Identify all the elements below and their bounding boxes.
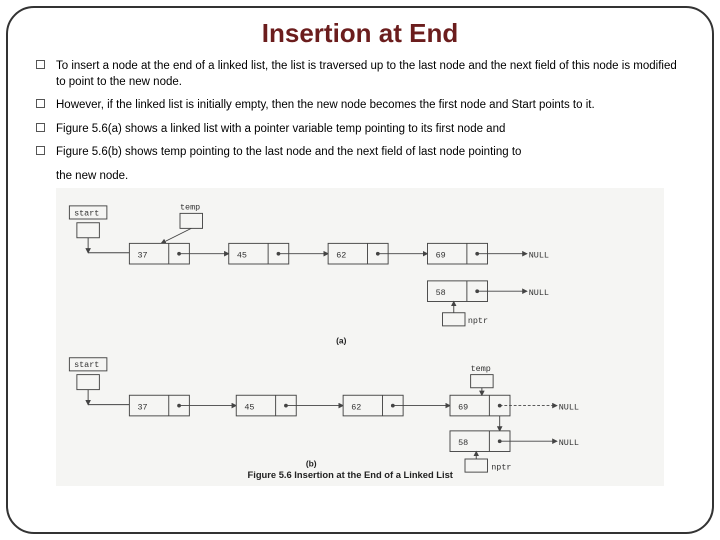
- label-null-b2: NULL: [559, 438, 579, 448]
- node-value: 62: [336, 251, 346, 261]
- label-temp-a: temp: [180, 203, 200, 213]
- slide-content: Insertion at End To insert a node at the…: [14, 10, 706, 486]
- bullet-text: Figure 5.6(a) shows a linked list with a…: [56, 123, 505, 135]
- bullet-item: To insert a node at the end of a linked …: [36, 59, 684, 90]
- node-a-1: 45: [229, 243, 328, 264]
- node-a-3: 69: [428, 243, 527, 264]
- bullet-text: To insert a node at the end of a linked …: [56, 60, 677, 88]
- figure-caption: Figure 5.6 Insertion at the End of a Lin…: [248, 470, 453, 480]
- node-b-0: 37: [129, 395, 236, 416]
- trailing-text: the new node.: [56, 169, 684, 185]
- label-start-a: start: [74, 208, 99, 218]
- bullet-marker-icon: [36, 99, 45, 108]
- bullet-list: To insert a node at the end of a linked …: [36, 59, 684, 161]
- node-value: 69: [458, 402, 468, 412]
- bullet-text: However, if the linked list is initially…: [56, 99, 595, 111]
- label-null-a1: NULL: [529, 251, 549, 261]
- label-temp-b: temp: [471, 364, 491, 374]
- bullet-item: However, if the linked list is initially…: [36, 98, 684, 114]
- node-b-1: 45: [236, 395, 343, 416]
- node-b-2: 62: [343, 395, 450, 416]
- node-value: 45: [237, 251, 247, 261]
- node-value: 37: [137, 402, 147, 412]
- node-value: 62: [351, 402, 361, 412]
- bullet-item: Figure 5.6(b) shows temp pointing to the…: [36, 145, 684, 161]
- bullet-marker-icon: [36, 146, 45, 155]
- label-nptr-b: nptr: [491, 462, 511, 472]
- node-b-new: 58: [450, 431, 557, 452]
- node-b-3: 69: [450, 395, 557, 416]
- bullet-marker-icon: [36, 60, 45, 69]
- sub-caption-b: (b): [306, 459, 317, 469]
- linked-list-svg: start temp 37: [60, 194, 660, 484]
- node-a-0: 37: [129, 243, 228, 264]
- node-a-2: 62: [328, 243, 427, 264]
- label-start-b: start: [74, 360, 99, 370]
- bullet-item: Figure 5.6(a) shows a linked list with a…: [36, 122, 684, 138]
- label-null-b1: NULL: [559, 402, 579, 412]
- label-nptr-a: nptr: [468, 316, 488, 326]
- node-value: 58: [436, 288, 446, 298]
- label-null-a2: NULL: [529, 288, 549, 298]
- figure: start temp 37: [56, 188, 664, 486]
- bullet-text: Figure 5.6(b) shows temp pointing to the…: [56, 146, 521, 158]
- sub-caption-a: (a): [336, 336, 346, 346]
- bullet-marker-icon: [36, 123, 45, 132]
- slide-title: Insertion at End: [36, 18, 684, 49]
- node-value: 45: [244, 402, 254, 412]
- node-a-new: 58: [428, 281, 527, 302]
- diagram: start temp 37: [60, 194, 660, 484]
- node-value: 58: [458, 438, 468, 448]
- node-value: 69: [436, 251, 446, 261]
- node-value: 37: [137, 251, 147, 261]
